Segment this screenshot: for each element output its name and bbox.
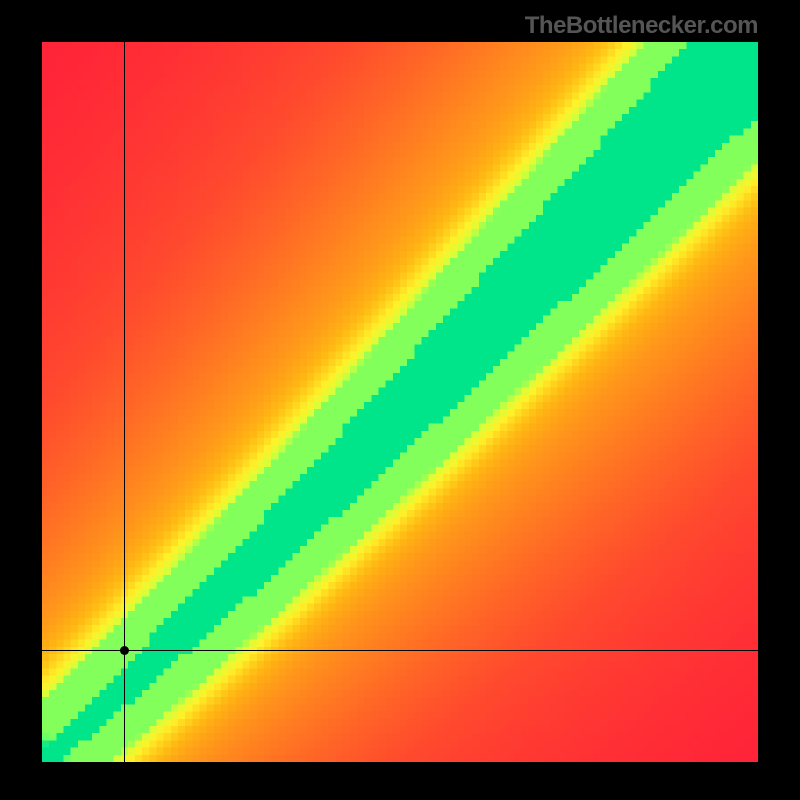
bottleneck-heatmap: [42, 42, 758, 762]
crosshair-horizontal: [42, 650, 758, 651]
chart-container: TheBottlenecker.com: [0, 0, 800, 800]
crosshair-marker: [120, 646, 129, 655]
watermark-label: TheBottlenecker.com: [525, 12, 758, 40]
